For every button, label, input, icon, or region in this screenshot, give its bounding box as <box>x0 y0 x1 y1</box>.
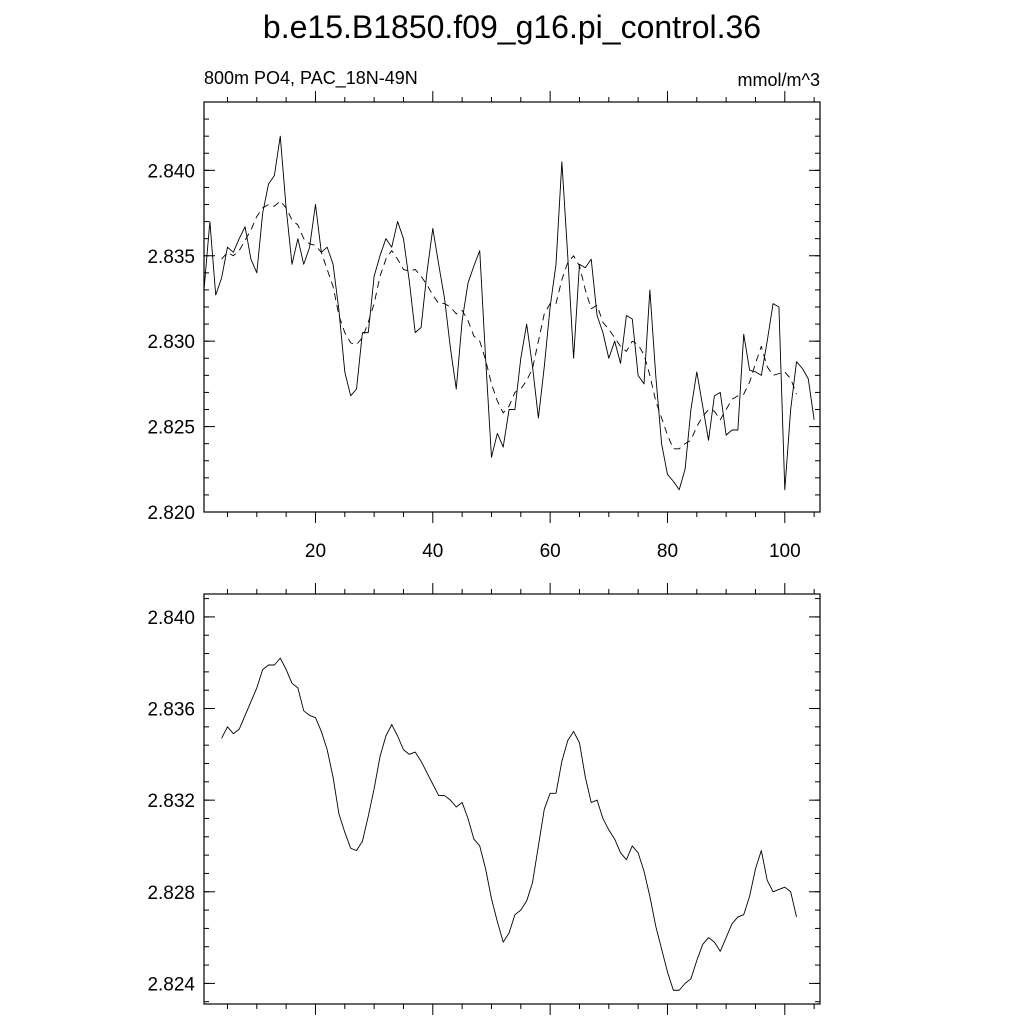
x-tick-label: 60 <box>540 541 561 562</box>
y-tick-label: 2.824 <box>147 974 195 995</box>
chart-units-label: mmol/m^3 <box>738 70 820 90</box>
series-line-solid <box>203 135 815 491</box>
x-tick-label: 40 <box>422 541 443 562</box>
plot-frame <box>203 101 821 513</box>
bottom-panel: 2.824 2.828 2.832 2.836 2.840 <box>147 583 821 1015</box>
plot-frame <box>203 593 821 1005</box>
x-tick-label: 20 <box>305 541 326 562</box>
y-tick-label: 2.830 <box>147 332 195 353</box>
y-tick-label: 2.840 <box>147 161 195 182</box>
series-line-dashed <box>221 200 797 450</box>
y-tick-label: 2.832 <box>147 791 195 812</box>
top-panel: 2.820 2.825 2.830 2.835 2.840 20 40 60 80 100 <box>147 91 821 562</box>
y-tick-label: 2.836 <box>147 700 195 721</box>
y-tick-label: 2.820 <box>147 503 195 524</box>
y-tick-label: 2.825 <box>147 418 195 439</box>
y-tick-label: 2.835 <box>147 247 195 268</box>
series-line-solid <box>221 657 797 991</box>
chart-title: b.e15.B1850.f09_g16.pi_control.36 <box>263 9 761 45</box>
x-tick-label: 80 <box>657 541 678 562</box>
chart-left-string: 800m PO4, PAC_18N-49N <box>204 68 418 89</box>
y-tick-label: 2.840 <box>147 608 195 629</box>
x-tick-label: 100 <box>769 541 801 562</box>
y-tick-label: 2.828 <box>147 883 195 904</box>
